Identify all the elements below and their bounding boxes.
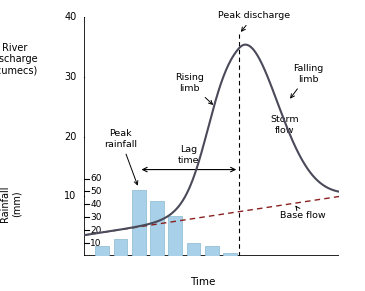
Text: Peak
rainfall: Peak rainfall [104, 129, 138, 185]
Text: 40: 40 [64, 13, 77, 22]
Text: 40: 40 [91, 200, 102, 209]
Text: Peak discharge: Peak discharge [218, 11, 290, 31]
Bar [223, 253, 237, 256]
Text: Storm
flow: Storm flow [270, 115, 299, 134]
Bar [187, 243, 200, 256]
Text: Falling
limb: Falling limb [291, 64, 323, 98]
Bar [114, 239, 127, 256]
Text: Base flow: Base flow [280, 206, 326, 220]
Bar [205, 246, 219, 256]
Text: 10: 10 [91, 239, 102, 248]
Bar [95, 246, 109, 256]
Text: 30: 30 [91, 213, 102, 222]
Text: River
discharge
(cumecs): River discharge (cumecs) [0, 42, 38, 76]
Bar [150, 200, 164, 256]
Text: Rainfall
(mm): Rainfall (mm) [0, 185, 22, 222]
Bar [132, 190, 146, 256]
Text: 20: 20 [91, 226, 102, 235]
Text: Time: Time [190, 277, 215, 287]
Text: 20: 20 [64, 132, 77, 142]
Text: 10: 10 [64, 191, 77, 201]
Text: 50: 50 [91, 187, 102, 196]
Text: Lag
time: Lag time [178, 146, 200, 165]
Text: 30: 30 [64, 72, 77, 82]
Text: Rising
limb: Rising limb [175, 73, 212, 104]
Text: 60: 60 [91, 174, 102, 183]
Bar [168, 216, 182, 256]
